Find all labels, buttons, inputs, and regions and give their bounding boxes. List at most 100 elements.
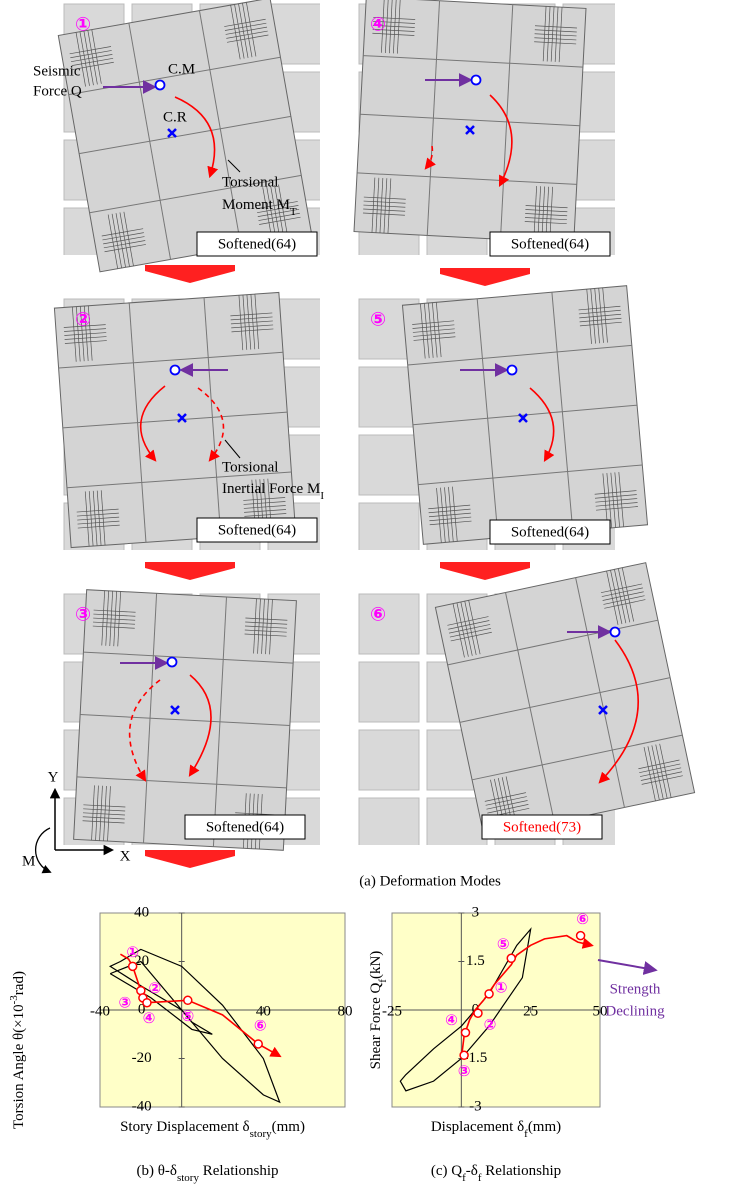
state-marker — [474, 1009, 482, 1017]
caption-a: (a) Deformation Modes — [359, 873, 501, 889]
flow-arrow — [145, 562, 235, 580]
state-label: ④ — [143, 1009, 156, 1027]
icon-rotation — [36, 828, 50, 872]
slab — [354, 0, 586, 243]
slab — [435, 563, 694, 838]
state-label: ① — [126, 943, 139, 961]
y-axis-label-part: rad) — [11, 971, 27, 995]
state-marker — [461, 1029, 469, 1037]
panel-number: ② — [75, 309, 91, 331]
y-tick-label: -20 — [132, 1050, 152, 1066]
center-of-mass — [156, 81, 165, 90]
center-of-mass — [171, 366, 180, 375]
panel-number: ④ — [370, 14, 386, 36]
state-marker — [129, 962, 137, 970]
floor-block — [359, 662, 419, 722]
y-axis-label-part: Torsion Angle θ(×10 — [11, 1004, 27, 1129]
caption-part: -δ — [466, 1163, 478, 1179]
caption-part: (b) θ-δ — [136, 1163, 177, 1179]
y-axis-label: Torsion Angle θ(×10-3rad) — [8, 971, 28, 1129]
y-tick-label: 3 — [472, 904, 480, 920]
x-axis-label-part: story — [250, 1128, 273, 1140]
panel-number: ① — [75, 14, 91, 36]
inertial-label-part: Inertial Force M — [222, 481, 320, 497]
panel-number: ⑤ — [370, 309, 386, 331]
icon-m: M — [22, 853, 35, 869]
y-tick-label: -3 — [469, 1098, 482, 1114]
seismic-label: Seismic — [33, 63, 81, 79]
state-label: ⑥ — [576, 910, 589, 928]
state-label: ① — [495, 978, 508, 996]
inertial-label-sub: I — [320, 490, 324, 502]
declining-arrow — [598, 960, 655, 970]
flow-arrow — [440, 562, 530, 580]
figure: ①②③④⑤⑥Softened(64)Softened(64)Softened(6… — [0, 0, 740, 1192]
center-of-mass — [508, 366, 517, 375]
slab-body — [58, 0, 311, 272]
softened-label: Softened(64) — [206, 819, 284, 835]
flow-arrow — [145, 850, 235, 868]
y-tick-label: 40 — [134, 904, 149, 920]
state-marker — [507, 954, 515, 962]
x-axis-label: Displacement δf(mm) — [431, 1119, 561, 1139]
floor-block — [359, 730, 419, 790]
icon-y: Y — [48, 769, 59, 785]
state-label: ④ — [445, 1011, 458, 1029]
caption-part: Relationship — [482, 1163, 562, 1179]
x-axis-label-part: (mm) — [528, 1119, 561, 1135]
center-of-mass — [472, 76, 481, 85]
caption-part: (c) Q — [431, 1163, 462, 1179]
center-of-mass — [611, 628, 620, 637]
floor-block — [359, 503, 419, 563]
floor-block — [359, 798, 419, 858]
caption-part: Relationship — [199, 1163, 279, 1179]
moment-label-sub: T — [290, 206, 297, 218]
state-marker — [577, 932, 585, 940]
state-marker — [485, 990, 493, 998]
state-marker — [254, 1040, 262, 1048]
softened-label: Softened(64) — [218, 236, 296, 252]
declining-label: Declining — [605, 1003, 665, 1019]
y-axis-label-part: (kN) — [368, 951, 384, 979]
y-axis-label-part: Shear Force Q — [368, 983, 384, 1070]
x-tick-label: 25 — [523, 1003, 538, 1019]
x-tick-label: -40 — [90, 1003, 110, 1019]
state-marker — [460, 1051, 468, 1059]
slab — [54, 292, 295, 547]
center-of-mass — [168, 658, 177, 667]
panel-number: ⑥ — [370, 604, 386, 626]
flow-arrow — [145, 265, 235, 283]
page: {"panels":[{"number":"①","softened":"Sof… — [0, 0, 740, 1192]
moment-label-part: Moment M — [222, 197, 290, 213]
slab — [58, 0, 311, 272]
state-label: ② — [484, 1016, 497, 1034]
moment-label: Torsional — [222, 174, 278, 190]
seismic-label: Force Q — [33, 83, 82, 99]
softened-label: Softened(64) — [511, 236, 589, 252]
y-tick-label: -40 — [132, 1098, 152, 1114]
softened-label: Softened(64) — [218, 522, 296, 538]
caption: (b) θ-δstory Relationship — [136, 1163, 278, 1183]
cm-label: C.M — [168, 61, 195, 77]
floor-block — [359, 435, 419, 495]
state-label: ③ — [119, 993, 132, 1011]
softened-label: Softened(64) — [511, 524, 589, 540]
x-axis-label-part: (mm) — [272, 1119, 305, 1135]
x-tick-label: 80 — [338, 1003, 353, 1019]
declining-label: Strength — [610, 981, 661, 997]
caption-part: story — [177, 1172, 200, 1184]
x-axis-label-part: Displacement δ — [431, 1119, 524, 1135]
floor-block — [359, 594, 419, 654]
state-label: ③ — [458, 1062, 471, 1080]
state-label: ⑤ — [497, 935, 510, 953]
panel-number: ③ — [75, 604, 91, 626]
y-tick-label: 1.5 — [466, 953, 485, 969]
state-label: ⑤ — [181, 1007, 194, 1025]
softened-label: Softened(73) — [503, 819, 581, 835]
flow-arrow — [440, 268, 530, 286]
inertial-label: Torsional — [222, 459, 278, 475]
x-tick-label: -25 — [382, 1003, 402, 1019]
slab — [74, 590, 297, 851]
x-axis-label-part: Story Displacement δ — [120, 1119, 250, 1135]
state-label: ⑥ — [254, 1016, 267, 1034]
